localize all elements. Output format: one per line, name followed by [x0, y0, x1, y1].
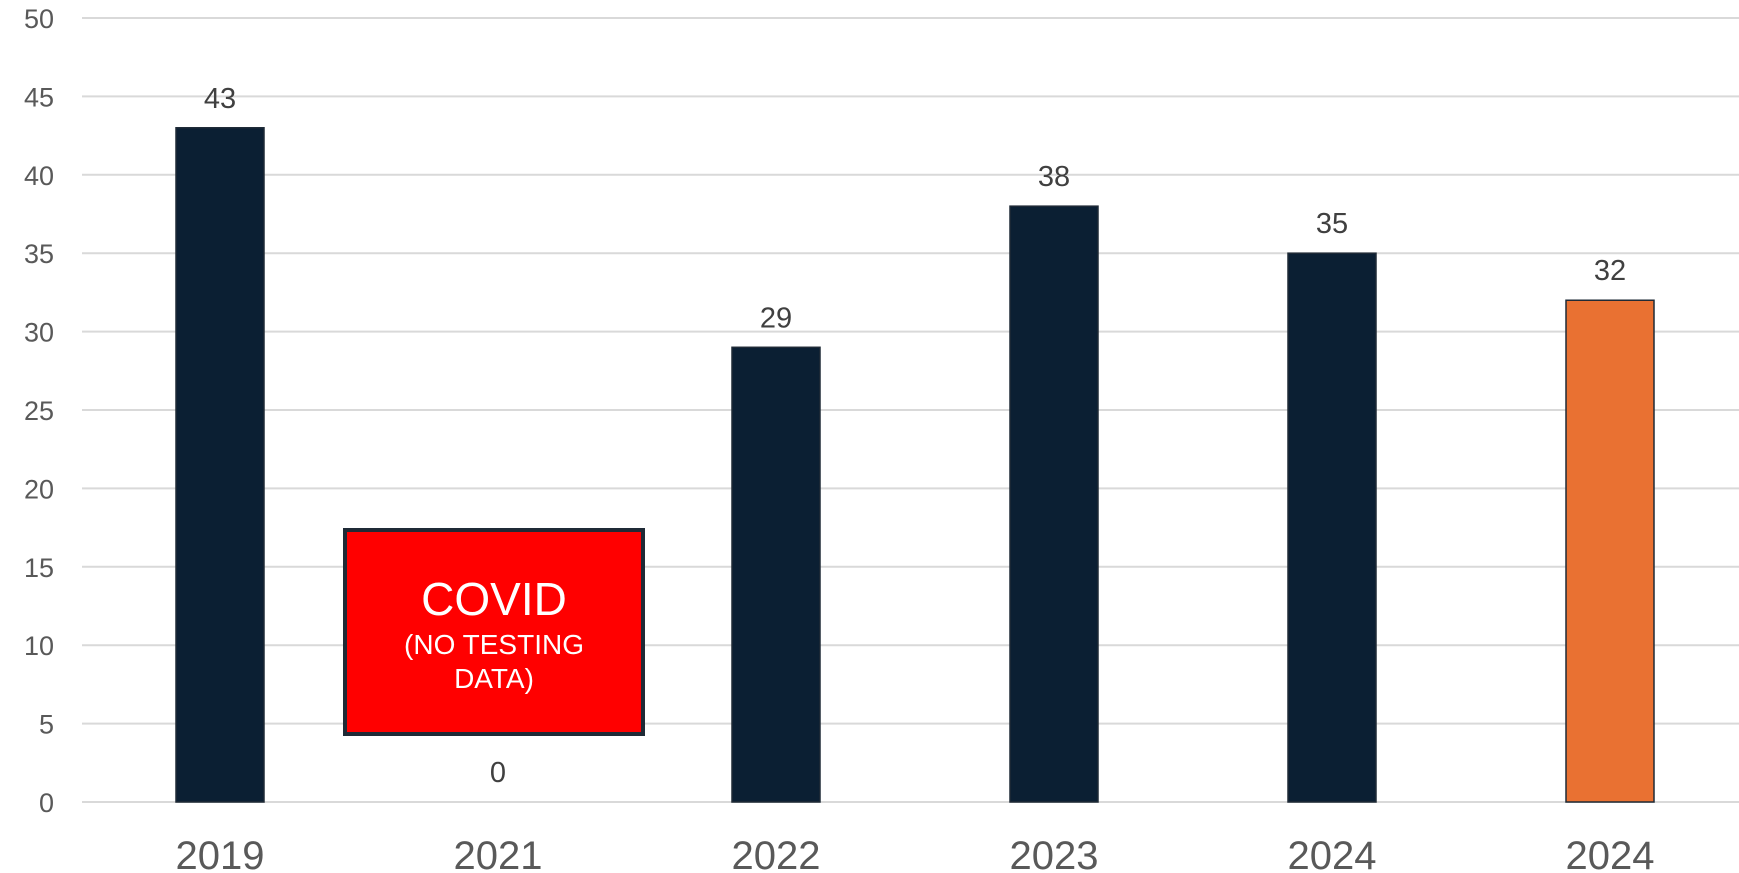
bar-0 — [175, 127, 265, 803]
y-tick-label-35: 35 — [24, 239, 54, 269]
data-label-2: 29 — [760, 302, 792, 334]
y-tick-label-30: 30 — [24, 318, 54, 348]
bar-5 — [1565, 299, 1655, 803]
y-tick-label-50: 50 — [24, 4, 54, 34]
y-tick-label-5: 5 — [39, 710, 54, 740]
y-tick-label-20: 20 — [24, 474, 54, 504]
x-tick-label-3: 2023 — [1010, 834, 1099, 873]
bar-2 — [731, 346, 821, 803]
y-tick-label-45: 45 — [24, 82, 54, 112]
covid-annotation-box — [343, 528, 645, 736]
data-label-0: 43 — [204, 83, 236, 115]
data-label-5: 32 — [1594, 255, 1626, 287]
gridlines — [82, 17, 1739, 803]
data-label-1: 0 — [490, 757, 506, 789]
y-tick-label-15: 15 — [24, 553, 54, 583]
covid-annotation-title: COVID — [421, 573, 567, 625]
y-tick-label-40: 40 — [24, 161, 54, 191]
covid-annotation: COVID (NO TESTING DATA) — [343, 528, 645, 736]
x-axis-tick-labels: 2019 2021 2022 2023 2024 2024 — [176, 834, 1655, 873]
x-tick-label-0: 2019 — [176, 834, 265, 873]
x-tick-label-4: 2024 — [1288, 834, 1377, 873]
y-tick-label-10: 10 — [24, 631, 54, 661]
bar-4 — [1287, 252, 1377, 803]
covid-annotation-subtitle-line2: DATA) — [454, 663, 534, 694]
data-label-4: 35 — [1316, 208, 1348, 240]
data-labels: 43 0 29 38 35 32 — [204, 83, 1626, 789]
y-axis-tick-labels: 0 5 10 15 20 25 30 35 40 45 50 — [24, 4, 54, 818]
y-tick-label-0: 0 — [39, 788, 54, 818]
x-tick-label-5: 2024 — [1566, 834, 1655, 873]
covid-annotation-subtitle-line1: (NO TESTING — [404, 629, 584, 660]
x-tick-label-1: 2021 — [454, 834, 543, 873]
bar-3 — [1009, 205, 1099, 803]
x-tick-label-2: 2022 — [732, 834, 821, 873]
data-label-3: 38 — [1038, 161, 1070, 193]
y-tick-label-25: 25 — [24, 396, 54, 426]
bars — [175, 127, 1655, 803]
